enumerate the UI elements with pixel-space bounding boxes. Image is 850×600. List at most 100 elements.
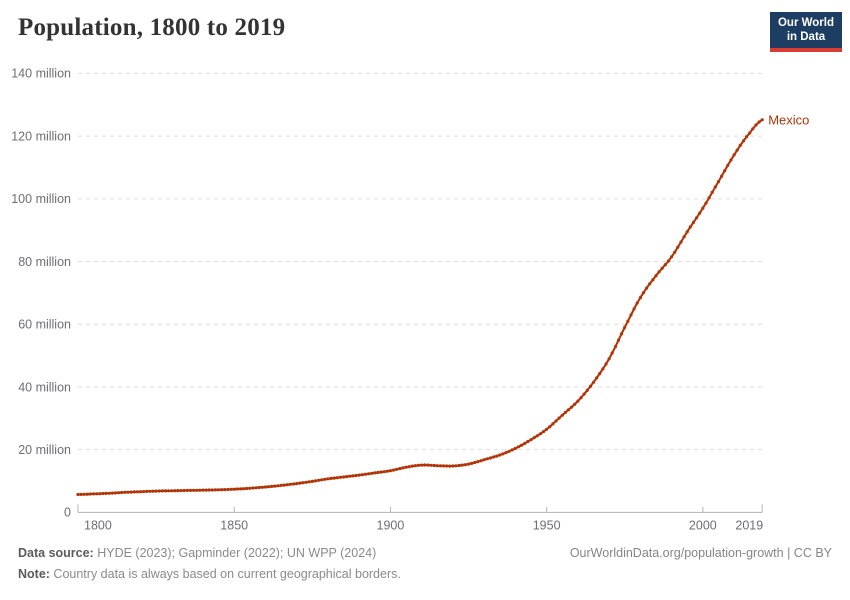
- data-point: [526, 439, 530, 444]
- data-point: [329, 476, 333, 480]
- data-point: [376, 470, 380, 475]
- data-point: [279, 483, 283, 487]
- data-point: [395, 467, 399, 471]
- data-point: [701, 206, 705, 210]
- data-point: [370, 471, 374, 475]
- data-point: [192, 488, 196, 492]
- x-tick-label: 1900: [377, 518, 405, 532]
- data-point: [367, 472, 371, 476]
- data-point: [88, 492, 93, 496]
- data-point: [298, 481, 302, 485]
- owid-logo[interactable]: Our World in Data: [770, 12, 842, 52]
- data-point: [160, 489, 164, 493]
- data-point: [738, 143, 742, 147]
- data-point: [501, 452, 505, 456]
- data-point: [638, 296, 643, 300]
- data-source-label: Data source:: [18, 546, 94, 560]
- series-label-mexico[interactable]: Mexico: [768, 112, 809, 127]
- data-point: [226, 487, 230, 492]
- data-point: [254, 486, 258, 490]
- data-point: [595, 376, 599, 380]
- data-point: [679, 240, 683, 244]
- data-point: [220, 488, 224, 492]
- data-point: [404, 465, 408, 469]
- data-point: [273, 484, 277, 488]
- data-point: [570, 405, 574, 409]
- data-point: [348, 474, 352, 478]
- data-point: [495, 454, 499, 458]
- data-point: [670, 255, 674, 259]
- data-point: [545, 427, 549, 431]
- data-point: [82, 492, 86, 496]
- data-point: [666, 259, 671, 263]
- series-line-mexico[interactable]: [76, 118, 764, 496]
- data-point: [151, 489, 155, 493]
- data-point: [591, 380, 596, 384]
- data-point: [76, 492, 80, 497]
- data-point: [276, 484, 280, 488]
- data-point: [491, 455, 496, 459]
- data-point: [466, 462, 471, 466]
- data-point: [332, 476, 336, 480]
- data-point: [610, 351, 614, 355]
- owid-url-license-link[interactable]: OurWorldinData.org/population-growth | C…: [569, 546, 832, 560]
- data-point: [426, 463, 430, 467]
- data-point: [660, 266, 664, 270]
- data-point: [142, 490, 146, 494]
- data-point: [117, 491, 121, 495]
- data-point: [335, 476, 339, 480]
- data-point: [123, 490, 127, 494]
- data-point: [463, 463, 467, 467]
- x-tick-label: 1850: [220, 518, 248, 532]
- data-point: [285, 483, 289, 487]
- data-point: [504, 451, 508, 455]
- data-point: [204, 488, 208, 492]
- data-point: [229, 487, 233, 491]
- data-point: [451, 464, 455, 468]
- note-label: Note:: [18, 567, 50, 581]
- data-point: [323, 477, 327, 481]
- data-point: [654, 274, 658, 278]
- data-point: [188, 488, 193, 492]
- data-point: [295, 482, 299, 486]
- data-point: [179, 489, 183, 493]
- chart-footer: Data source: HYDE (2023); Gapminder (202…: [18, 543, 832, 585]
- data-point: [710, 190, 714, 194]
- data-point: [751, 127, 755, 131]
- data-point: [760, 118, 764, 122]
- data-point: [98, 492, 102, 496]
- data-point: [682, 235, 686, 239]
- data-point: [301, 481, 305, 485]
- data-point: [445, 464, 449, 468]
- data-point: [167, 489, 171, 493]
- note-text: Country data is always based on current …: [49, 567, 401, 581]
- y-tick-label: 80 million: [18, 255, 71, 269]
- data-point: [198, 488, 202, 492]
- data-point: [532, 436, 536, 440]
- data-point: [498, 453, 502, 457]
- data-point: [516, 445, 521, 449]
- data-point: [582, 392, 586, 396]
- data-point: [388, 469, 392, 473]
- data-point: [176, 489, 180, 493]
- data-point: [541, 430, 546, 434]
- data-point: [307, 480, 311, 484]
- data-point: [310, 479, 314, 483]
- data-point: [154, 489, 158, 493]
- y-tick-label: 60 million: [18, 318, 71, 332]
- data-point: [110, 491, 114, 495]
- data-point: [391, 468, 396, 472]
- data-point: [673, 250, 677, 254]
- data-point: [704, 201, 708, 205]
- data-point: [338, 475, 342, 479]
- data-point: [85, 492, 89, 496]
- data-point: [557, 416, 561, 420]
- data-point: [282, 483, 286, 487]
- data-point: [729, 158, 733, 162]
- data-point: [373, 471, 377, 475]
- data-point: [235, 487, 239, 491]
- data-point: [126, 490, 130, 494]
- data-point: [629, 313, 633, 317]
- data-point: [210, 488, 214, 492]
